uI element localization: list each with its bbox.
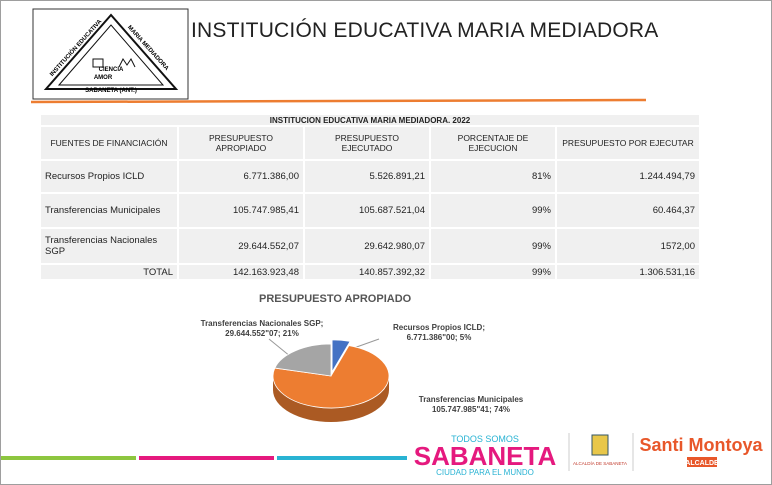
header-cell: PORCENTAJE DE EJECUCION bbox=[429, 125, 557, 161]
cell: 6.771.386,00 bbox=[177, 159, 305, 194]
cell: 29.642.980,07 bbox=[303, 227, 431, 265]
cell: 105.747.985,41 bbox=[177, 192, 305, 229]
cell: 99% bbox=[429, 227, 557, 265]
pie-chart bbox=[272, 339, 390, 422]
brand-text: TODOS SOMOS bbox=[451, 434, 519, 444]
cell: Transferencias Municipales bbox=[39, 192, 179, 229]
badge bbox=[687, 457, 717, 467]
logo-triangle bbox=[43, 13, 179, 90]
pie-label: Recursos Propios ICLD; 6.771.386"00; 5% bbox=[392, 323, 485, 342]
cell: 1572,00 bbox=[555, 227, 701, 265]
pie-label: Transferencias Nacionales SGP; 29.644.55… bbox=[200, 319, 324, 338]
cell: 99% bbox=[429, 263, 557, 281]
cell: 1.306.531,16 bbox=[555, 263, 701, 281]
cell: Recursos Propios ICLD bbox=[39, 159, 179, 194]
cell: 99% bbox=[429, 192, 557, 229]
page-title: INSTITUCIÓN EDUCATIVA MARIA MEDIADORA bbox=[191, 19, 659, 42]
stripe bbox=[1, 456, 136, 460]
brand-text: SABANETA bbox=[414, 441, 557, 471]
logo-text: CIENCIA bbox=[99, 67, 124, 73]
header-rule bbox=[30, 98, 647, 104]
pie-slice-side bbox=[273, 376, 389, 422]
data-row: Transferencias Nacionales SGP 29.644.552,… bbox=[39, 227, 701, 265]
cell: 140.857.392,32 bbox=[303, 263, 431, 281]
logo-triangle-inner bbox=[57, 24, 165, 86]
cell: Transferencias Nacionales SGP bbox=[39, 227, 179, 265]
pie-slice bbox=[331, 339, 351, 374]
header-cell: FUENTES DE FINANCIACIÓN bbox=[39, 125, 179, 161]
cell: 60.464,37 bbox=[555, 192, 701, 229]
cell: TOTAL bbox=[39, 263, 179, 281]
cell: 105.687.521,04 bbox=[303, 192, 431, 229]
brand-text: CIUDAD PARA EL MUNDO bbox=[436, 468, 534, 477]
cell: 5.526.891,21 bbox=[303, 159, 431, 194]
data-row: Recursos Propios ICLD 6.771.386,00 5.526.8… bbox=[39, 159, 701, 194]
header-cell: PRESUPUESTO EJECUTADO bbox=[303, 125, 431, 161]
data-row: TOTAL 142.163.923,48 140.857.392,32 99% 1.30… bbox=[39, 263, 701, 281]
pie-slice bbox=[272, 345, 390, 409]
cell: 142.163.923,48 bbox=[177, 263, 305, 281]
header-cell: PRESUPUESTO APROPIADO bbox=[177, 125, 305, 161]
cell: 81% bbox=[429, 159, 557, 194]
logo-text: AMOR bbox=[94, 75, 113, 81]
stripe bbox=[139, 456, 274, 460]
table-title: INSTITUCION EDUCATIVA MARIA MEDIADORA. 2… bbox=[39, 113, 701, 127]
header-row: FUENTES DE FINANCIACIÓN PRESUPUESTO APROP… bbox=[39, 125, 701, 161]
budget-table: INSTITUCION EDUCATIVA MARIA MEDIADORA. 2… bbox=[39, 113, 701, 281]
logo-icons bbox=[92, 58, 136, 68]
chart-title: PRESUPUESTO APROPIADO bbox=[259, 293, 412, 305]
brand-text: ALCALDE bbox=[685, 460, 719, 467]
data-row: Transferencias Municipales 105.747.985,41… bbox=[39, 192, 701, 229]
logo-text: SABANETA (ANT.) bbox=[85, 88, 137, 94]
header-cell: PRESUPUESTO POR EJECUTAR bbox=[555, 125, 701, 161]
pie-label: Transferencias Municipales 105.747.985"4… bbox=[418, 395, 524, 414]
pie-slice bbox=[274, 343, 332, 377]
brand-text: Santi Montoya bbox=[639, 435, 763, 455]
crest bbox=[591, 434, 609, 456]
cell: 29.644.552,07 bbox=[177, 227, 305, 265]
title-row: INSTITUCION EDUCATIVA MARIA MEDIADORA. 2… bbox=[39, 113, 701, 127]
brand-text: ALCALDÍA DE SABANETA bbox=[573, 460, 627, 466]
cell: 1.244.494,79 bbox=[555, 159, 701, 194]
stripe bbox=[277, 456, 407, 460]
